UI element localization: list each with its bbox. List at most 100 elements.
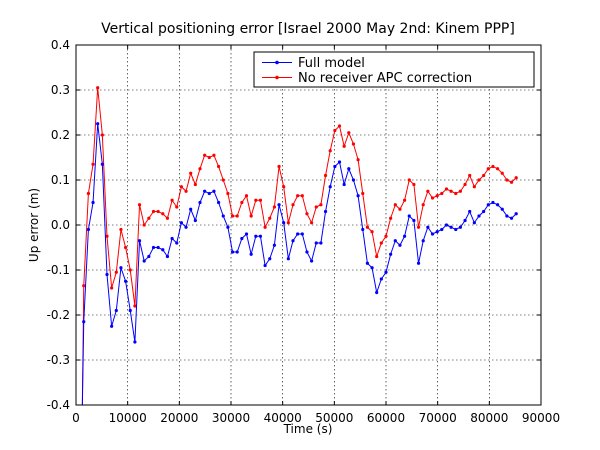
data-point — [286, 257, 290, 261]
data-point — [365, 225, 369, 229]
data-point — [151, 245, 156, 250]
data-point — [370, 266, 374, 270]
data-point — [198, 200, 202, 205]
data-point — [379, 277, 383, 281]
data-point — [212, 153, 216, 157]
x-tick-label: 60000 — [367, 411, 405, 425]
data-point — [110, 286, 114, 290]
data-point — [468, 209, 472, 214]
data-point — [477, 178, 481, 182]
data-point — [463, 182, 467, 187]
data-point — [235, 250, 239, 254]
data-point — [291, 203, 295, 207]
data-point — [258, 234, 263, 238]
legend-marker-no-apc — [275, 75, 279, 80]
data-point — [175, 205, 179, 209]
data-point — [514, 176, 518, 180]
y-tick-label: 0.4 — [51, 38, 70, 52]
data-point — [435, 194, 439, 198]
y-tick-label: 0.3 — [51, 83, 70, 97]
data-point — [86, 227, 90, 232]
data-point — [128, 308, 132, 313]
data-point — [426, 225, 430, 229]
data-point — [226, 225, 230, 229]
data-point — [263, 263, 267, 268]
data-point — [496, 167, 500, 171]
data-point — [96, 86, 100, 90]
data-point — [412, 182, 416, 187]
data-point — [444, 187, 449, 191]
data-point — [440, 191, 444, 196]
data-point — [296, 232, 300, 236]
data-point — [393, 239, 397, 243]
data-point — [328, 185, 332, 189]
data-point — [230, 250, 235, 254]
data-point — [198, 167, 202, 171]
data-point — [189, 171, 193, 175]
data-point — [217, 164, 221, 169]
data-point — [286, 221, 290, 225]
data-point — [416, 225, 421, 229]
series-0 — [81, 122, 518, 405]
data-point — [221, 178, 225, 182]
data-point — [375, 290, 379, 295]
data-point — [124, 279, 128, 283]
data-point — [342, 144, 346, 148]
data-point — [361, 227, 365, 232]
data-point — [310, 259, 314, 263]
y-tick-label: 0.1 — [51, 173, 70, 187]
data-point — [133, 340, 137, 344]
data-point — [207, 155, 211, 160]
legend-label-no-apc: No receiver APC correction — [298, 71, 472, 86]
data-point — [91, 162, 95, 166]
data-point — [416, 261, 421, 265]
data-point — [500, 171, 504, 175]
data-point — [282, 221, 286, 225]
data-point — [333, 164, 337, 169]
data-point — [184, 225, 188, 229]
data-point — [91, 200, 95, 205]
data-point — [426, 189, 430, 193]
data-point — [277, 203, 281, 207]
data-point — [175, 241, 179, 245]
data-point — [165, 216, 170, 220]
data-point — [365, 261, 369, 265]
data-point — [379, 241, 383, 245]
data-point — [296, 194, 300, 198]
data-point — [319, 203, 323, 207]
data-point — [165, 254, 170, 259]
data-point — [133, 304, 137, 308]
data-point — [100, 133, 104, 137]
data-point — [217, 200, 221, 205]
data-point — [110, 324, 114, 328]
data-point — [226, 191, 230, 196]
data-point — [272, 243, 276, 247]
data-point — [272, 205, 276, 209]
data-point — [463, 218, 467, 223]
data-point — [421, 203, 425, 207]
data-point — [254, 198, 258, 202]
data-point — [482, 209, 486, 214]
series-layer — [81, 86, 518, 405]
data-point — [486, 167, 490, 171]
data-point — [240, 236, 244, 241]
data-point — [444, 223, 449, 227]
y-tick-label: -0.4 — [47, 398, 70, 412]
x-tick-label: 90000 — [522, 411, 560, 425]
data-point — [82, 320, 86, 324]
data-point — [161, 248, 165, 252]
y-tick-label: -0.1 — [47, 263, 70, 277]
data-point — [389, 216, 393, 220]
data-point — [407, 214, 411, 218]
data-point — [203, 189, 207, 193]
x-tick-label: 80000 — [470, 411, 508, 425]
data-point — [268, 257, 272, 261]
data-point — [323, 209, 328, 214]
data-point — [105, 234, 109, 238]
data-point — [435, 230, 439, 234]
data-point — [398, 207, 402, 211]
data-point — [249, 214, 253, 218]
x-tick-label: 0 — [72, 411, 80, 425]
data-point — [128, 268, 132, 272]
